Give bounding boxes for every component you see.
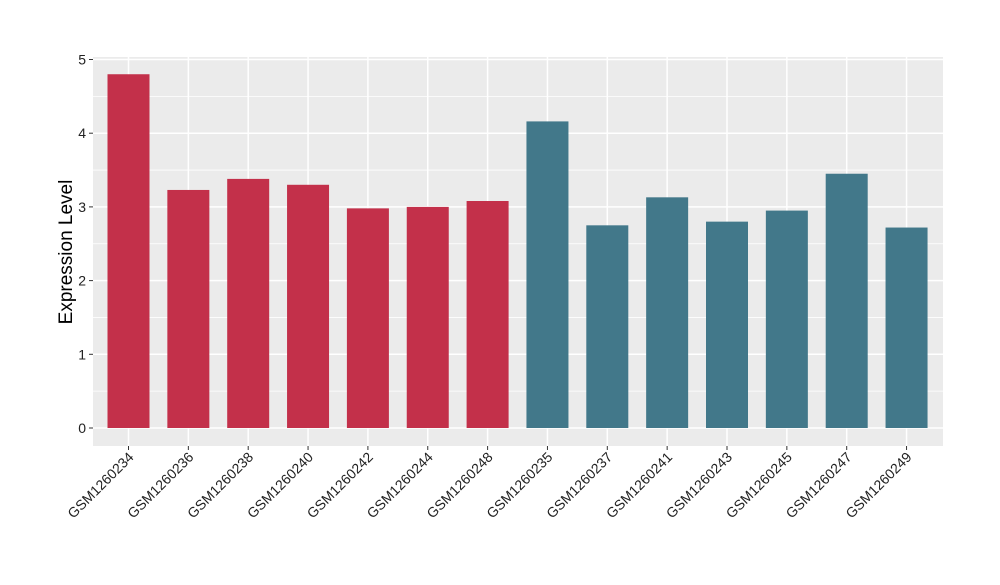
bar-GSM1260249 [885, 227, 928, 428]
y-tick-label: 2 [78, 273, 86, 289]
bar-GSM1260244 [406, 206, 449, 428]
x-axis: GSM1260234GSM1260236GSM1260238GSM1260240… [64, 446, 915, 521]
bar-GSM1260245 [765, 210, 808, 428]
bar-GSM1260236 [167, 189, 210, 428]
y-axis-title: Expression Level [56, 180, 77, 325]
bar-GSM1260241 [646, 197, 689, 428]
bar-GSM1260243 [706, 221, 748, 428]
y-tick-label: 4 [78, 125, 86, 141]
bar-GSM1260248 [466, 201, 509, 428]
bar-GSM1260237 [586, 225, 629, 428]
bar-GSM1260234 [107, 74, 150, 429]
y-tick-label: 0 [78, 420, 86, 436]
plot-panel [93, 57, 943, 446]
y-tick-label: 3 [78, 199, 86, 215]
bar-GSM1260240 [287, 184, 330, 428]
bar-GSM1260247 [825, 173, 868, 428]
bar-GSM1260238 [227, 178, 270, 428]
y-tick-label: 5 [78, 52, 86, 68]
bar-GSM1260242 [346, 208, 389, 428]
bar-GSM1260235 [526, 121, 569, 429]
y-tick-label: 1 [78, 346, 86, 362]
bars [107, 74, 928, 429]
y-axis: 0 1 2 3 4 5 [78, 52, 93, 436]
